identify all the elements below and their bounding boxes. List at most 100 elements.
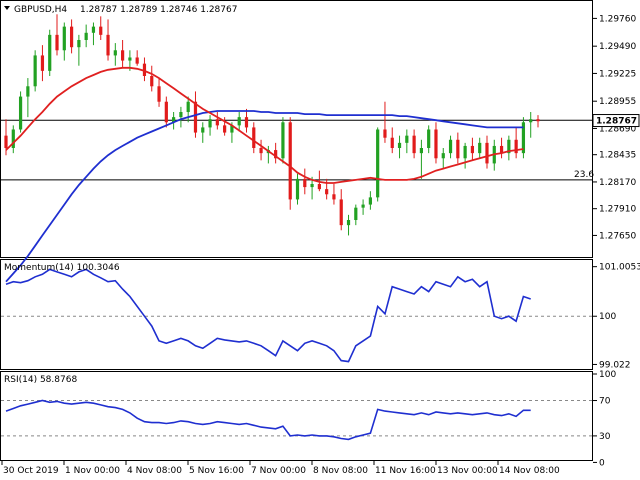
candle-body — [142, 63, 147, 76]
ohlc-readout: 1.28787 1.28789 1.28746 1.28767 — [80, 5, 237, 15]
candle — [84, 24, 88, 48]
candle — [135, 50, 139, 66]
time-tick-label: 30 Oct 2019 — [3, 466, 59, 476]
candle — [26, 78, 30, 118]
candle-body — [208, 119, 212, 128]
candle — [201, 122, 205, 143]
candle-body — [310, 184, 314, 188]
momentum-tick-label: 99.022 — [599, 360, 631, 370]
candle-body — [201, 127, 205, 133]
time-tick-label: 4 Nov 08:00 — [127, 466, 182, 476]
candle-body — [252, 127, 256, 148]
candle-body — [237, 117, 241, 126]
rsi-tick-label: 0 — [599, 458, 605, 468]
candle-body — [514, 139, 518, 154]
price-tick-label: 1.28170 — [599, 178, 636, 188]
candle — [521, 117, 526, 159]
candle-body — [405, 135, 409, 143]
candle — [274, 142, 278, 164]
candle — [427, 125, 431, 154]
rsi-tick-label: 70 — [599, 397, 611, 407]
candle-body — [215, 119, 219, 126]
candle — [317, 170, 321, 192]
candle-body — [186, 101, 190, 112]
candle-body — [529, 119, 533, 123]
candle — [507, 135, 511, 161]
candle-body — [48, 34, 52, 71]
price-panel-frame — [0, 0, 593, 258]
candle — [303, 168, 307, 195]
candle-body — [223, 125, 227, 133]
candle-body — [317, 184, 321, 190]
symbol-label: GBPUSD,H4 — [14, 5, 67, 15]
candle-body — [456, 139, 460, 159]
dropdown-triangle-icon[interactable] — [4, 6, 10, 10]
candlesticks — [4, 14, 540, 236]
time-tick-label: 13 Nov 00:00 — [437, 466, 498, 476]
momentum-indicator: 101.0053 100 99.022 — [1, 263, 640, 370]
candle — [91, 22, 96, 46]
candle — [470, 137, 475, 161]
price-reference-lines: 23.6 — [1, 119, 594, 181]
candle — [448, 135, 453, 159]
candle-body — [507, 139, 511, 154]
time-axis: 30 Oct 2019 1 Nov 00:00 4 Nov 08:00 5 Nov 1… — [1, 461, 560, 476]
candle — [361, 199, 365, 215]
candle-body — [376, 129, 380, 198]
current-price-tag: 1.28767 — [596, 117, 637, 127]
fast-moving-average-line — [5, 66, 524, 184]
candle-body — [172, 117, 176, 123]
candle-body — [463, 145, 467, 159]
candle — [11, 125, 15, 154]
candle — [281, 117, 285, 164]
candle-body — [91, 26, 96, 33]
candle-body — [62, 26, 66, 51]
candle — [48, 29, 52, 76]
candle — [295, 173, 300, 205]
candle — [376, 127, 380, 202]
candle-body — [33, 55, 37, 87]
candle — [456, 132, 460, 164]
price-tick-label: 1.29490 — [599, 42, 636, 52]
candle-body — [390, 137, 394, 148]
rsi-line — [5, 399, 531, 441]
candle-body — [11, 129, 15, 148]
candle-body — [150, 76, 154, 87]
candle — [259, 139, 263, 161]
candle-body — [77, 40, 81, 48]
candle-body — [427, 129, 431, 148]
candle-body — [179, 112, 183, 118]
candle-body — [40, 55, 45, 71]
current-price-tag-box — [592, 114, 640, 128]
candle — [419, 139, 423, 179]
momentum-line — [5, 268, 531, 363]
candle — [499, 137, 504, 159]
candle — [529, 112, 533, 138]
price-tick-label: 1.28690 — [599, 124, 636, 134]
momentum-tick-label: 100 — [599, 312, 616, 322]
candle — [434, 122, 438, 164]
candle — [40, 45, 45, 82]
momentum-tick-label: 101.0053 — [599, 263, 640, 273]
candle — [405, 129, 409, 154]
candle-body — [288, 122, 292, 200]
candle — [33, 50, 37, 92]
candle-body — [412, 135, 416, 154]
candle — [150, 65, 154, 92]
fibonacci-label: 23.6 — [574, 170, 594, 180]
candle-body — [354, 207, 358, 220]
candle — [441, 148, 445, 169]
candle-body — [55, 34, 59, 51]
candle — [346, 214, 351, 236]
time-tick-label: 14 Nov 08:00 — [499, 466, 560, 476]
price-tags: 1.28767 — [592, 114, 640, 128]
time-tick-label: 5 Nov 16:00 — [189, 466, 244, 476]
price-tick-label: 1.27910 — [599, 205, 636, 215]
rsi-indicator: 100 70 30 0 — [1, 370, 616, 468]
price-tick-label: 1.29225 — [599, 69, 636, 79]
candle — [397, 135, 402, 159]
candle — [113, 43, 117, 66]
candle-body — [157, 86, 161, 102]
candle — [179, 106, 183, 128]
